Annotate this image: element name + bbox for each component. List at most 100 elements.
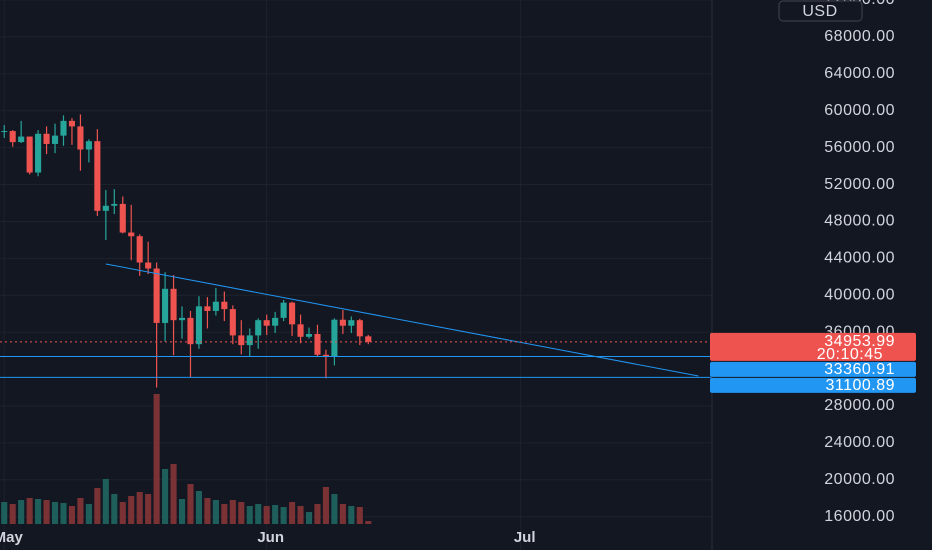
volume-bar	[339, 504, 346, 524]
y-tick-label: 40000.00	[824, 286, 895, 303]
trendline	[105, 263, 699, 377]
volume-bar	[314, 504, 321, 524]
candle-body	[356, 320, 363, 337]
candle-body	[178, 317, 186, 321]
volume-bar	[212, 500, 219, 524]
volume-bar	[26, 498, 33, 524]
y-tick-label: 52000.00	[824, 176, 895, 193]
candle-body	[60, 120, 67, 136]
candle-body	[35, 133, 42, 173]
volume-bar	[1, 502, 8, 524]
currency: USD	[802, 3, 837, 20]
volume-bar	[195, 491, 203, 524]
y-tick-label: 24000.00	[824, 434, 895, 451]
candle-body	[77, 126, 84, 150]
candle-body	[297, 324, 304, 337]
volume-bar	[229, 500, 236, 524]
countdown-label: 20:10:45	[817, 346, 883, 363]
candle-body	[51, 135, 59, 144]
volume-bar	[94, 488, 101, 524]
candle-body	[162, 288, 169, 323]
volume-bar	[9, 504, 16, 524]
volume-bar	[43, 500, 50, 524]
volume-bar	[272, 505, 279, 524]
candle-body	[204, 306, 211, 311]
volume-bar	[119, 502, 126, 524]
volume-bar	[263, 506, 270, 524]
volume-bar	[102, 479, 109, 524]
x-tick-label: Jul	[514, 529, 536, 546]
level-label: 33360.91	[824, 361, 895, 378]
candle-body	[305, 334, 313, 337]
volume-bar	[322, 487, 329, 524]
volume-bar	[170, 464, 177, 524]
volume-bar	[246, 506, 253, 524]
candle-body	[102, 205, 109, 211]
candle-body	[255, 320, 262, 336]
candle-body	[263, 320, 270, 326]
y-tick-label: 68000.00	[824, 28, 895, 45]
candle-body	[153, 268, 160, 323]
candle-body	[229, 309, 236, 336]
y-tick-label: 16000.00	[824, 508, 895, 525]
current-price-label: 34953.99	[824, 333, 895, 350]
candle-body	[246, 335, 253, 346]
candle-body	[9, 131, 16, 143]
x-tick-label: Jun	[257, 529, 284, 546]
candle-body	[289, 302, 296, 325]
candle-body	[85, 141, 92, 150]
volume-bar	[365, 521, 372, 524]
candle-body	[212, 301, 219, 311]
volume-bar	[35, 499, 42, 524]
candle-body	[221, 301, 228, 310]
volume-bar	[297, 506, 304, 524]
candle-body	[136, 236, 143, 263]
volume-bar	[348, 506, 355, 524]
candle-body	[26, 136, 33, 173]
volume-bar	[18, 500, 25, 524]
candle-body	[145, 262, 152, 269]
candle-body	[314, 334, 321, 355]
volume-bar	[51, 502, 59, 524]
y-tick-label: 28000.00	[824, 397, 895, 414]
y-tick-label: 56000.00	[824, 139, 895, 156]
candle-body	[280, 302, 287, 318]
y-tick-label: 60000.00	[824, 102, 895, 119]
candle-body	[322, 354, 329, 357]
volume-bar	[128, 496, 135, 524]
candle-body	[94, 141, 101, 211]
volume-bar	[162, 469, 169, 524]
volume-bar	[238, 502, 245, 524]
candle-body	[170, 288, 177, 321]
candle-body	[128, 232, 135, 237]
x-tick-label: May	[0, 529, 23, 546]
candle-body	[348, 320, 355, 326]
candle-body	[119, 203, 126, 233]
volume-bar	[305, 512, 313, 524]
volume-bar	[145, 494, 152, 524]
candle-body	[1, 131, 8, 133]
candle-body	[238, 335, 245, 346]
y-tick-label: 48000.00	[824, 213, 895, 230]
candle-body	[272, 317, 279, 326]
level-tag	[710, 377, 916, 393]
volume-bar	[204, 498, 211, 524]
currency-box	[778, 0, 863, 22]
volume-bar	[187, 484, 194, 524]
candle-body	[43, 133, 50, 144]
volume-bar	[111, 494, 118, 524]
volume-bar	[255, 504, 262, 524]
volume-bar	[221, 504, 228, 524]
volume-bar	[68, 506, 76, 524]
current-price-tag	[710, 332, 916, 361]
volume-bar	[178, 499, 186, 524]
y-tick-label: 20000.00	[824, 471, 895, 488]
candle-body	[195, 306, 203, 345]
volume-bar	[153, 394, 160, 524]
candle-body	[68, 120, 76, 127]
volume-bar	[77, 498, 84, 524]
volume-bar	[280, 507, 287, 524]
y-tick-label: 44000.00	[824, 250, 895, 267]
candle-body	[187, 317, 194, 345]
